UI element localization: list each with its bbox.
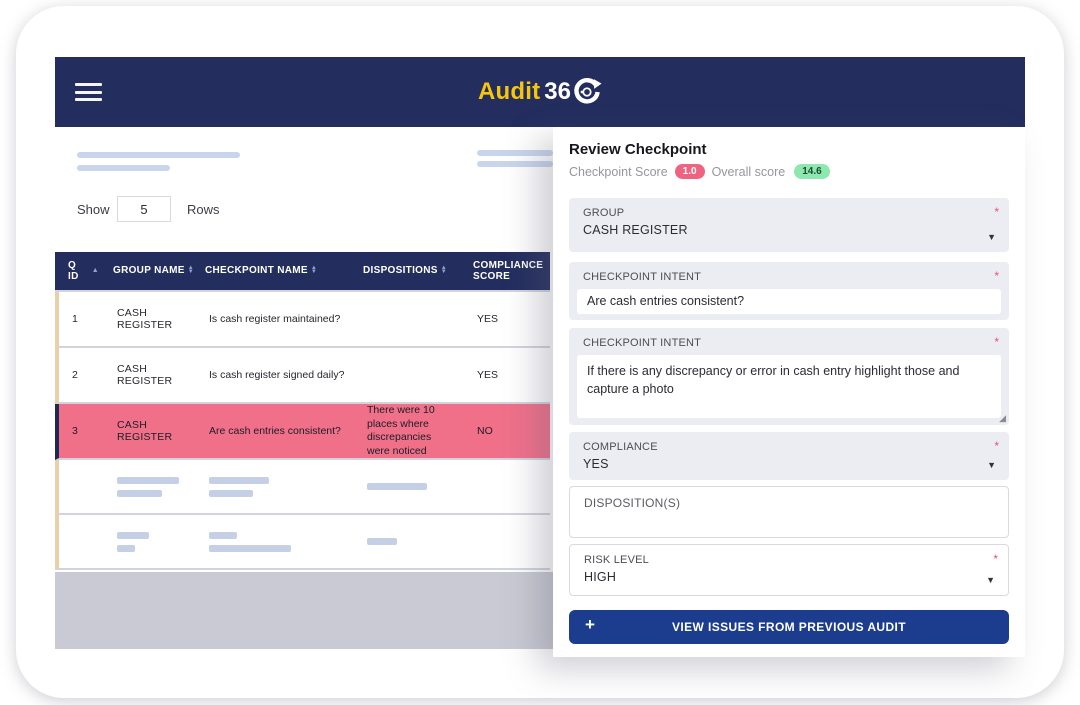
view-issues-button[interactable]: + VIEW ISSUES FROM PREVIOUS AUDIT (569, 610, 1009, 644)
skeleton-bar (77, 152, 240, 158)
rows-label: Rows (187, 201, 220, 217)
skeleton-bar (117, 489, 162, 497)
risk-level-dropdown[interactable]: RISK LEVEL HIGH * ▼ (569, 544, 1009, 596)
table-row-2[interactable]: 2 CASH REGISTER Is cash register signed … (55, 348, 550, 404)
review-checkpoint-panel: Review Checkpoint Checkpoint Score 1.0 O… (553, 127, 1025, 657)
required-asterisk: * (993, 552, 998, 566)
skeleton-bar (477, 161, 553, 167)
skeleton-bar (117, 476, 179, 484)
cell-checkpoint: Is cash register signed daily? (209, 369, 345, 381)
group-dropdown[interactable]: GROUP CASH REGISTER * ▼ (569, 198, 1009, 252)
hamburger-menu-icon[interactable] (75, 83, 102, 101)
compliance-value: YES (583, 457, 609, 471)
table-row-1[interactable]: 1 CASH REGISTER Is cash register maintai… (55, 292, 550, 348)
chevron-down-icon: ▼ (987, 460, 996, 470)
skeleton-bar (209, 531, 237, 539)
skeleton-bar (117, 544, 135, 552)
column-header-group-name[interactable]: GROUP NAME ▲ ▼ (113, 265, 194, 277)
circular-arrow-zero-icon (574, 78, 602, 104)
column-header-dispositions[interactable]: DISPOSITIONS ▲ ▼ (363, 265, 447, 277)
skeleton-bar (77, 165, 170, 171)
column-header-qid[interactable]: Q ID ▲ (68, 259, 99, 283)
view-issues-button-label: VIEW ISSUES FROM PREVIOUS AUDIT (672, 620, 906, 634)
skeleton-bar (209, 476, 269, 484)
skeleton-bar (209, 489, 253, 497)
skeleton-table-row (55, 515, 550, 570)
cell-group: CASH REGISTER (117, 307, 173, 331)
skeleton-bar (367, 538, 397, 545)
risk-level-value: HIGH (584, 570, 617, 584)
chevron-down-icon: ▼ (987, 232, 996, 242)
required-asterisk: * (994, 335, 999, 349)
compliance-dropdown[interactable]: COMPLIANCE YES * ▼ (569, 432, 1009, 480)
logo-text-audit: Audit (477, 78, 541, 105)
panel-title: Review Checkpoint (569, 141, 707, 158)
table-header-row: Q ID ▲ GROUP NAME ▲ ▼ CHECKPOINT NAME ▲ ▼ … (55, 252, 550, 292)
skeleton-bar (117, 531, 149, 539)
group-value: CASH REGISTER (583, 223, 688, 237)
cell-checkpoint: Is cash register maintained? (209, 313, 341, 325)
show-label: Show (77, 201, 110, 217)
cell-group: CASH REGISTER (117, 363, 173, 387)
required-asterisk: * (994, 439, 999, 453)
checkpoint-score-label: Checkpoint Score (569, 164, 668, 179)
score-summary: Checkpoint Score 1.0 Overall score 14.6 (569, 164, 830, 179)
checkpoint-intent-field: CHECKPOINT INTENT Are cash entries consi… (569, 262, 1009, 320)
checkpoints-table: Q ID ▲ GROUP NAME ▲ ▼ CHECKPOINT NAME ▲ ▼ … (55, 252, 550, 570)
required-asterisk: * (994, 269, 999, 283)
checkpoint-intent-textarea[interactable]: If there is any discrepancy or error in … (577, 355, 1001, 418)
logo-text-36: 36 (544, 78, 572, 105)
checkpoint-score-badge: 1.0 (674, 164, 705, 179)
overall-score-badge: 14.6 (794, 164, 830, 179)
dispositions-label: DISPOSITION(S) (584, 496, 681, 510)
required-asterisk: * (994, 205, 999, 219)
risk-level-label: RISK LEVEL (584, 554, 649, 566)
skeleton-table-row (55, 460, 550, 515)
sort-asc-icon[interactable]: ▲ (91, 266, 99, 274)
checkpoint-intent-input[interactable]: Are cash entries consistent? (577, 289, 1001, 314)
checkpoint-intent-label: CHECKPOINT INTENT (583, 271, 702, 283)
resize-handle-icon[interactable]: ◢ (999, 413, 1006, 423)
audit360-logo: Audit 36 (478, 77, 602, 107)
chevron-down-icon: ▼ (986, 575, 995, 585)
overall-score-label: Overall score (711, 164, 786, 179)
sort-icon[interactable]: ▲ ▼ (187, 265, 194, 275)
dispositions-field[interactable]: DISPOSITION(S) (569, 486, 1009, 538)
cell-dispositions: There were 10 places where discrepancies… (367, 404, 435, 457)
checkpoint-intent-label: CHECKPOINT INTENT (583, 337, 702, 349)
cell-group: CASH REGISTER (117, 419, 173, 444)
table-row-3-selected[interactable]: 3 CASH REGISTER Are cash entries consist… (55, 404, 550, 460)
audit360-app-window: Audit 36 Show 5 Rows (55, 57, 1025, 657)
app-header: Audit 36 (55, 57, 1025, 127)
sort-icon[interactable]: ▲ ▼ (310, 265, 318, 275)
column-header-compliance-score[interactable]: COMPLIANCE SCORE (473, 259, 544, 283)
skeleton-bar (209, 544, 291, 552)
cell-qid: 1 (72, 313, 78, 325)
skeleton-bar (477, 150, 553, 156)
cell-score: NO (477, 425, 493, 438)
skeleton-bar (367, 483, 427, 490)
sort-icon[interactable]: ▲ ▼ (440, 265, 447, 275)
cell-score: YES (477, 313, 499, 325)
cell-score: YES (477, 369, 499, 381)
plus-icon: + (585, 615, 595, 634)
rows-count-input[interactable]: 5 (117, 196, 171, 222)
compliance-label: COMPLIANCE (583, 441, 658, 453)
column-header-checkpoint-name[interactable]: CHECKPOINT NAME ▲ ▼ (205, 265, 318, 277)
cell-checkpoint: Are cash entries consistent? (209, 425, 341, 438)
cell-qid: 3 (72, 425, 78, 438)
cell-qid: 2 (72, 369, 78, 381)
rows-per-page-control: Show 5 Rows (55, 196, 255, 222)
group-label: GROUP (583, 207, 625, 219)
checkpoint-intent-textarea-field: CHECKPOINT INTENT If there is any discre… (569, 328, 1009, 425)
